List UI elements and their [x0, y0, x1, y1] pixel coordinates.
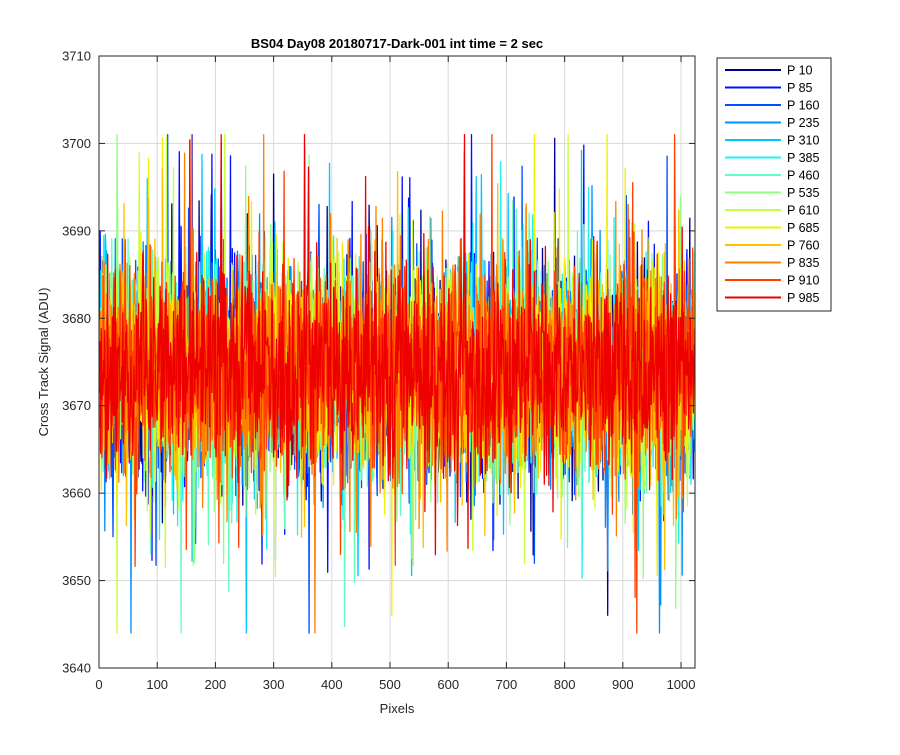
x-tick-label: 700 [496, 677, 518, 692]
legend-entry-label: P 460 [787, 169, 819, 183]
legend-entry-label: P 310 [787, 134, 819, 148]
y-tick-label: 3680 [62, 311, 91, 326]
axis-ticks [98, 55, 695, 669]
legend: P 10 P 85 P 160 P 235 P 310 P 385 P 460 P 535 P … [716, 57, 832, 312]
legend-entry-label: P 10 [787, 64, 813, 78]
y-tick-label: 3690 [62, 223, 91, 238]
legend-entry-label: P 235 [787, 116, 819, 130]
y-axis-label: Cross Track Signal (ADU) [36, 288, 51, 437]
legend-entry-label: P 385 [787, 151, 819, 165]
y-tick-label: 3710 [62, 49, 91, 64]
x-tick-label: 100 [146, 677, 168, 692]
legend-entry-label: P 760 [787, 239, 819, 253]
x-tick-label: 600 [437, 677, 459, 692]
x-axis-label: Pixels [380, 701, 415, 716]
legend-entry-label: P 685 [787, 221, 819, 235]
y-tick-label: 3660 [62, 486, 91, 501]
tick-labels: 0 100 200 300 400 500 600 700 800 900 1000 3640 3650… [62, 49, 695, 693]
x-tick-label: 0 [95, 677, 102, 692]
legend-entry-label: P 85 [787, 81, 813, 95]
legend-entry-label: P 535 [787, 186, 819, 200]
y-tick-label: 3700 [62, 136, 91, 151]
x-tick-label: 500 [379, 677, 401, 692]
x-tick-label: 1000 [667, 677, 696, 692]
legend-entry-label: P 835 [787, 256, 819, 270]
legend-box [716, 57, 832, 312]
series-layer [99, 134, 695, 634]
chart-title: BS04 Day08 20180717-Dark-001 int time = … [251, 36, 543, 51]
x-tick-label: 800 [554, 677, 576, 692]
y-tick-label: 3670 [62, 398, 91, 413]
legend-entry-label: P 910 [787, 274, 819, 288]
legend-entry-label: P 160 [787, 99, 819, 113]
legend-entry-label: P 610 [787, 204, 819, 218]
x-tick-label: 900 [612, 677, 634, 692]
x-tick-label: 400 [321, 677, 343, 692]
y-tick-label: 3640 [62, 661, 91, 676]
y-tick-label: 3650 [62, 573, 91, 588]
legend-entry-label: P 985 [787, 291, 819, 305]
x-tick-label: 200 [205, 677, 227, 692]
axes-box [98, 55, 696, 669]
series-line-p985 [99, 134, 695, 556]
x-tick-label: 300 [263, 677, 285, 692]
